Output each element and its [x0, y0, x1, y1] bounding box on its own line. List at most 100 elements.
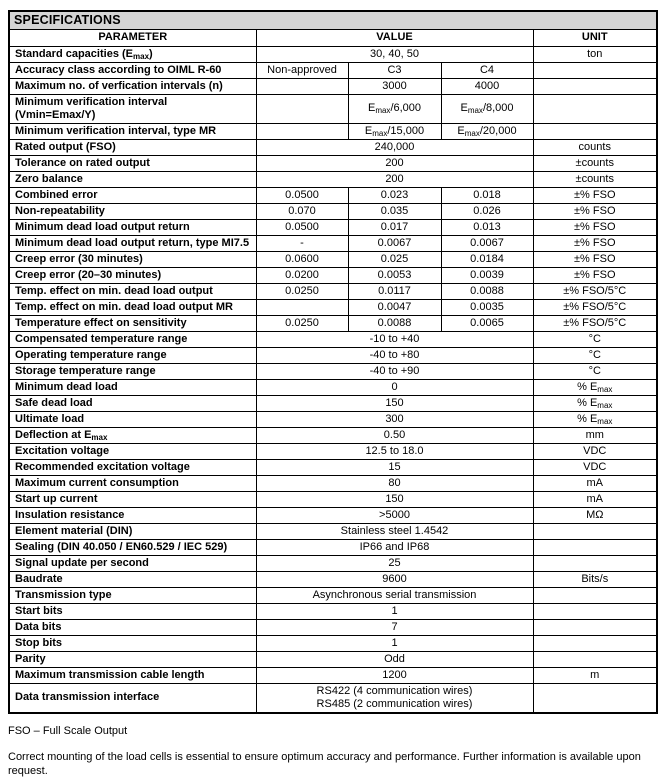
parameter-cell: Stop bits: [8, 634, 257, 652]
parameter-cell: Temp. effect on min. dead load output: [8, 282, 257, 300]
parameter-cell: Temperature effect on sensitivity: [8, 314, 257, 332]
table-row: Minimum verification interval, type MR Em…: [8, 122, 658, 140]
parameter-cell: Temp. effect on min. dead load output MR: [8, 298, 257, 316]
value-cell: 0.0067: [347, 234, 442, 252]
parameter-cell: Creep error (20–30 minutes): [8, 266, 257, 284]
table-row: Signal update per second 25: [8, 554, 658, 572]
value-cell: 0.0500: [255, 186, 349, 204]
parameter-cell: Minimum dead load: [8, 378, 257, 396]
table-row: Parity Odd: [8, 650, 658, 668]
parameter-cell: Minimum verification interval (Vmin=Emax…: [8, 93, 257, 124]
unit-cell: MΩ: [532, 506, 658, 524]
value-cell: 0: [255, 378, 534, 396]
value-cell: 0.0250: [255, 314, 349, 332]
unit-cell: VDC: [532, 442, 658, 460]
value-cell: 0.0067: [440, 234, 534, 252]
value-cell: 0.025: [347, 250, 442, 268]
value-cell: 9600: [255, 570, 534, 588]
table-row: Tolerance on rated output 200 ±counts: [8, 154, 658, 172]
value-cell: [255, 93, 349, 124]
value-cell: 0.035: [347, 202, 442, 220]
value-cell: Emax/20,000: [440, 122, 534, 140]
unit-cell: ±% FSO: [532, 202, 658, 220]
unit-cell: °C: [532, 362, 658, 380]
value-cell: Asynchronous serial transmission: [255, 586, 534, 604]
value-cell: [255, 77, 349, 95]
value-cell: 240,000: [255, 138, 534, 156]
unit-cell: ±counts: [532, 154, 658, 172]
table-row: Transmission type Asynchronous serial tra…: [8, 586, 658, 604]
unit-cell: counts: [532, 138, 658, 156]
value-cell: 0.0088: [440, 282, 534, 300]
value-cell: 0.023: [347, 186, 442, 204]
value-cell: 30, 40, 50: [255, 45, 534, 63]
unit-cell: m: [532, 666, 658, 684]
specifications-table: SPECIFICATIONS PARAMETER VALUE UNIT Stan…: [8, 10, 659, 714]
table-row: Minimum verification interval (Vmin=Emax…: [8, 93, 658, 124]
parameter-cell: Maximum transmission cable length: [8, 666, 257, 684]
value-cell: 0.0200: [255, 266, 349, 284]
column-header-parameter: PARAMETER: [8, 28, 257, 47]
value-cell: 80: [255, 474, 534, 492]
unit-cell: ±% FSO/5°C: [532, 314, 658, 332]
unit-cell: ±% FSO: [532, 218, 658, 236]
value-cell: 150: [255, 490, 534, 508]
parameter-cell: Combined error: [8, 186, 257, 204]
table-row: Insulation resistance >5000 MΩ: [8, 506, 658, 524]
unit-cell: VDC: [532, 458, 658, 476]
value-cell: 0.0184: [440, 250, 534, 268]
value-cell: 150: [255, 394, 534, 412]
unit-cell: [532, 122, 658, 140]
table-row: Standard capacities (Emax) 30, 40, 50 ton: [8, 45, 658, 63]
parameter-cell: Excitation voltage: [8, 442, 257, 460]
parameter-cell: Signal update per second: [8, 554, 257, 572]
table-row: Operating temperature range -40 to +80 °C: [8, 346, 658, 364]
value-cell: -: [255, 234, 349, 252]
value-cell: 12.5 to 18.0: [255, 442, 534, 460]
table-row: Baudrate 9600 Bits/s: [8, 570, 658, 588]
value-cell: 4000: [440, 77, 534, 95]
value-cell: 25: [255, 554, 534, 572]
table-row: Start bits 1: [8, 602, 658, 620]
table-row: Minimum dead load 0% Emax: [8, 378, 658, 396]
table-row: Rated output (FSO) 240,000 counts: [8, 138, 658, 156]
value-cell: 3000: [347, 77, 442, 95]
value-cell: 0.0117: [347, 282, 442, 300]
value-cell: 0.0600: [255, 250, 349, 268]
parameter-cell: Element material (DIN): [8, 522, 257, 540]
unit-cell: ±% FSO: [532, 266, 658, 284]
table-row: Minimum dead load output return, type MI…: [8, 234, 658, 252]
parameter-cell: Deflection at Emax: [8, 426, 257, 444]
value-cell: 0.0500: [255, 218, 349, 236]
unit-cell: [532, 618, 658, 636]
parameter-cell: Sealing (DIN 40.050 / EN60.529 / IEC 529…: [8, 538, 257, 556]
value-cell: 0.0088: [347, 314, 442, 332]
value-cell: 300: [255, 410, 534, 428]
table-row: Temp. effect on min. dead load output 0.0…: [8, 282, 658, 300]
value-cell: [255, 122, 349, 140]
value-cell: Emax/15,000: [347, 122, 442, 140]
value-cell: RS422 (4 communication wires) RS485 (2 co…: [255, 682, 534, 713]
unit-cell: [532, 77, 658, 95]
unit-cell: °C: [532, 346, 658, 364]
parameter-cell: Minimum dead load output return, type MI…: [8, 234, 257, 252]
value-cell: >5000: [255, 506, 534, 524]
parameter-cell: Accuracy class according to OIML R-60: [8, 61, 257, 79]
unit-cell: [532, 682, 658, 713]
table-row: Non-repeatability 0.070 0.035 0.026 ±% FSO: [8, 202, 658, 220]
value-cell: Stainless steel 1.4542: [255, 522, 534, 540]
table-title-row: SPECIFICATIONS: [8, 10, 658, 30]
table-row: Element material (DIN) Stainless steel 1.…: [8, 522, 658, 540]
value-cell: 1: [255, 602, 534, 620]
value-cell: C3: [347, 61, 442, 79]
parameter-cell: Ultimate load: [8, 410, 257, 428]
value-cell: IP66 and IP68: [255, 538, 534, 556]
parameter-cell: Minimum verification interval, type MR: [8, 122, 257, 140]
spec-sheet: SPECIFICATIONS PARAMETER VALUE UNIT Stan…: [8, 10, 659, 778]
parameter-cell: Zero balance: [8, 170, 257, 188]
parameter-cell: Insulation resistance: [8, 506, 257, 524]
value-cell: Emax/6,000: [347, 93, 442, 124]
parameter-cell: Parity: [8, 650, 257, 668]
value-cell: [255, 298, 349, 316]
table-row: Start up current 150 mA: [8, 490, 658, 508]
